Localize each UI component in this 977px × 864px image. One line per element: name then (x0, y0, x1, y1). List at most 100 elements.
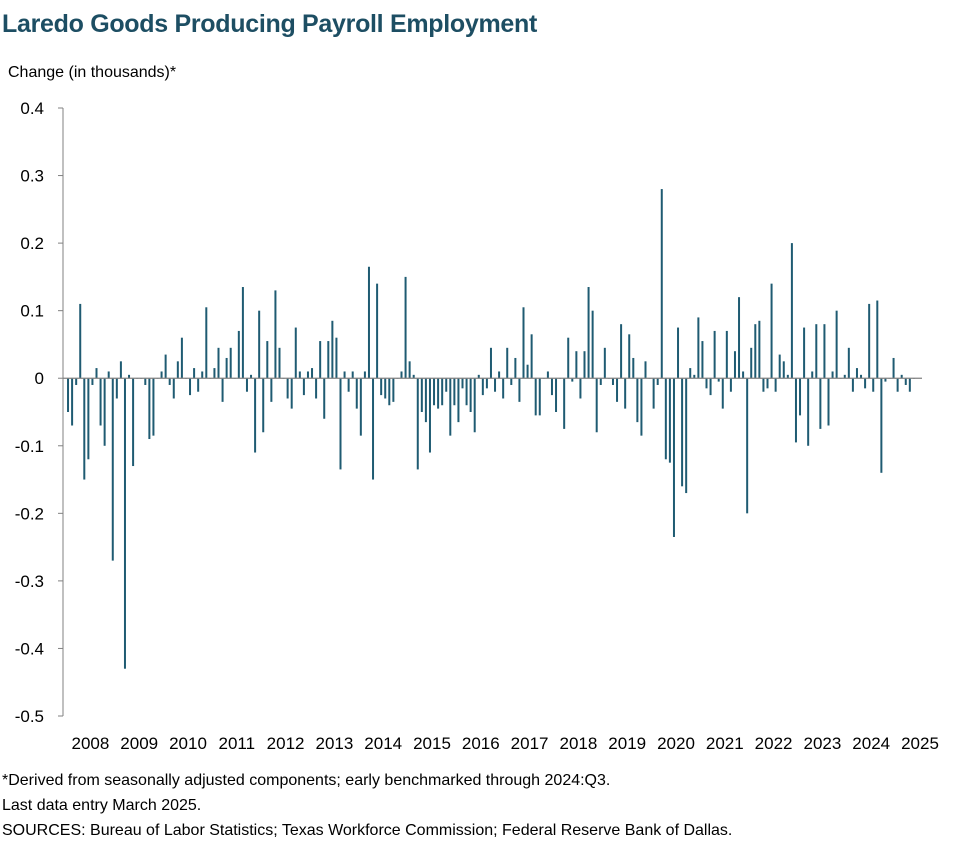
bar (530, 334, 533, 379)
x-tick-label: 2012 (267, 734, 305, 753)
bar (111, 378, 114, 561)
bar (725, 330, 728, 379)
x-tick-label: 2010 (169, 734, 207, 753)
chart-title: Laredo Goods Producing Payroll Employmen… (2, 10, 538, 38)
bar (453, 378, 456, 406)
bar (107, 371, 110, 379)
y-tick-label: 0.4 (20, 99, 44, 118)
bar (510, 378, 513, 385)
bar (799, 378, 802, 416)
bar (315, 378, 318, 399)
bar (595, 378, 598, 433)
y-tick-label: 0.3 (20, 167, 44, 186)
bar (534, 378, 537, 416)
bar (201, 371, 204, 379)
footnote-sources: SOURCES: Bureau of Labor Statistics; Tex… (2, 822, 733, 839)
bar (677, 327, 680, 379)
bar (876, 300, 879, 379)
bar (152, 378, 155, 436)
bar (790, 243, 793, 379)
bar (640, 378, 643, 436)
bar (128, 374, 131, 379)
bar (522, 307, 525, 379)
x-tick-label: 2020 (657, 734, 695, 753)
bar (567, 337, 570, 379)
bar (351, 371, 354, 379)
bar (819, 378, 822, 429)
bar (469, 378, 472, 412)
bar (579, 378, 582, 399)
y-tick-label: -0.1 (15, 437, 44, 456)
bar (441, 378, 444, 406)
bar (823, 324, 826, 379)
x-tick-label: 2011 (219, 734, 256, 753)
bar (355, 378, 358, 409)
bar (172, 378, 175, 399)
bar (266, 341, 269, 379)
bar (502, 378, 505, 399)
bar (908, 378, 911, 392)
bar (71, 378, 74, 426)
bar (339, 378, 342, 470)
bar (302, 378, 305, 396)
x-tick-label: 2016 (462, 734, 500, 753)
bar (782, 361, 785, 379)
bars-group (67, 189, 915, 669)
bar (132, 378, 135, 467)
bar (864, 378, 867, 389)
bar (298, 371, 301, 379)
bar (644, 361, 647, 379)
footnote-derived: *Derived from seasonally adjusted compon… (2, 772, 611, 789)
bar (388, 378, 391, 406)
x-tick-label: 2009 (120, 734, 158, 753)
bar (465, 378, 468, 406)
bar (416, 378, 419, 470)
bar (359, 378, 362, 436)
bar (498, 371, 501, 379)
bar (477, 374, 480, 379)
bar (770, 283, 773, 379)
bar (424, 378, 427, 423)
bar (148, 378, 151, 440)
bar (485, 378, 488, 389)
bar (717, 378, 720, 382)
bar (762, 378, 765, 392)
bar (733, 351, 736, 379)
bar (274, 290, 277, 379)
bar (250, 374, 253, 379)
bar (884, 378, 887, 382)
bar (815, 324, 818, 379)
bar (270, 378, 273, 402)
bar (168, 378, 171, 385)
bar (258, 310, 261, 379)
bar (555, 378, 558, 412)
bar (868, 303, 871, 379)
bar (701, 341, 704, 379)
bar (855, 368, 858, 379)
bar (115, 378, 118, 399)
bar (847, 347, 850, 379)
bar (205, 307, 208, 379)
bar (904, 378, 907, 385)
bar (587, 287, 590, 379)
bar (449, 378, 452, 436)
bar (245, 378, 248, 392)
bar (713, 330, 716, 379)
bar (721, 378, 724, 409)
x-tick-label: 2008 (71, 734, 109, 753)
bar (571, 378, 574, 382)
bar (229, 347, 232, 379)
bar (428, 378, 431, 453)
bar (880, 378, 883, 473)
bar (217, 347, 220, 379)
bar (119, 361, 122, 379)
x-tick-label: 2015 (413, 734, 451, 753)
x-tick-label: 2022 (755, 734, 793, 753)
bar (489, 347, 492, 379)
bar (807, 378, 810, 446)
x-tick-label: 2013 (315, 734, 353, 753)
bar (738, 297, 741, 379)
bar (262, 378, 265, 433)
bar (742, 371, 745, 379)
bar (794, 378, 797, 443)
